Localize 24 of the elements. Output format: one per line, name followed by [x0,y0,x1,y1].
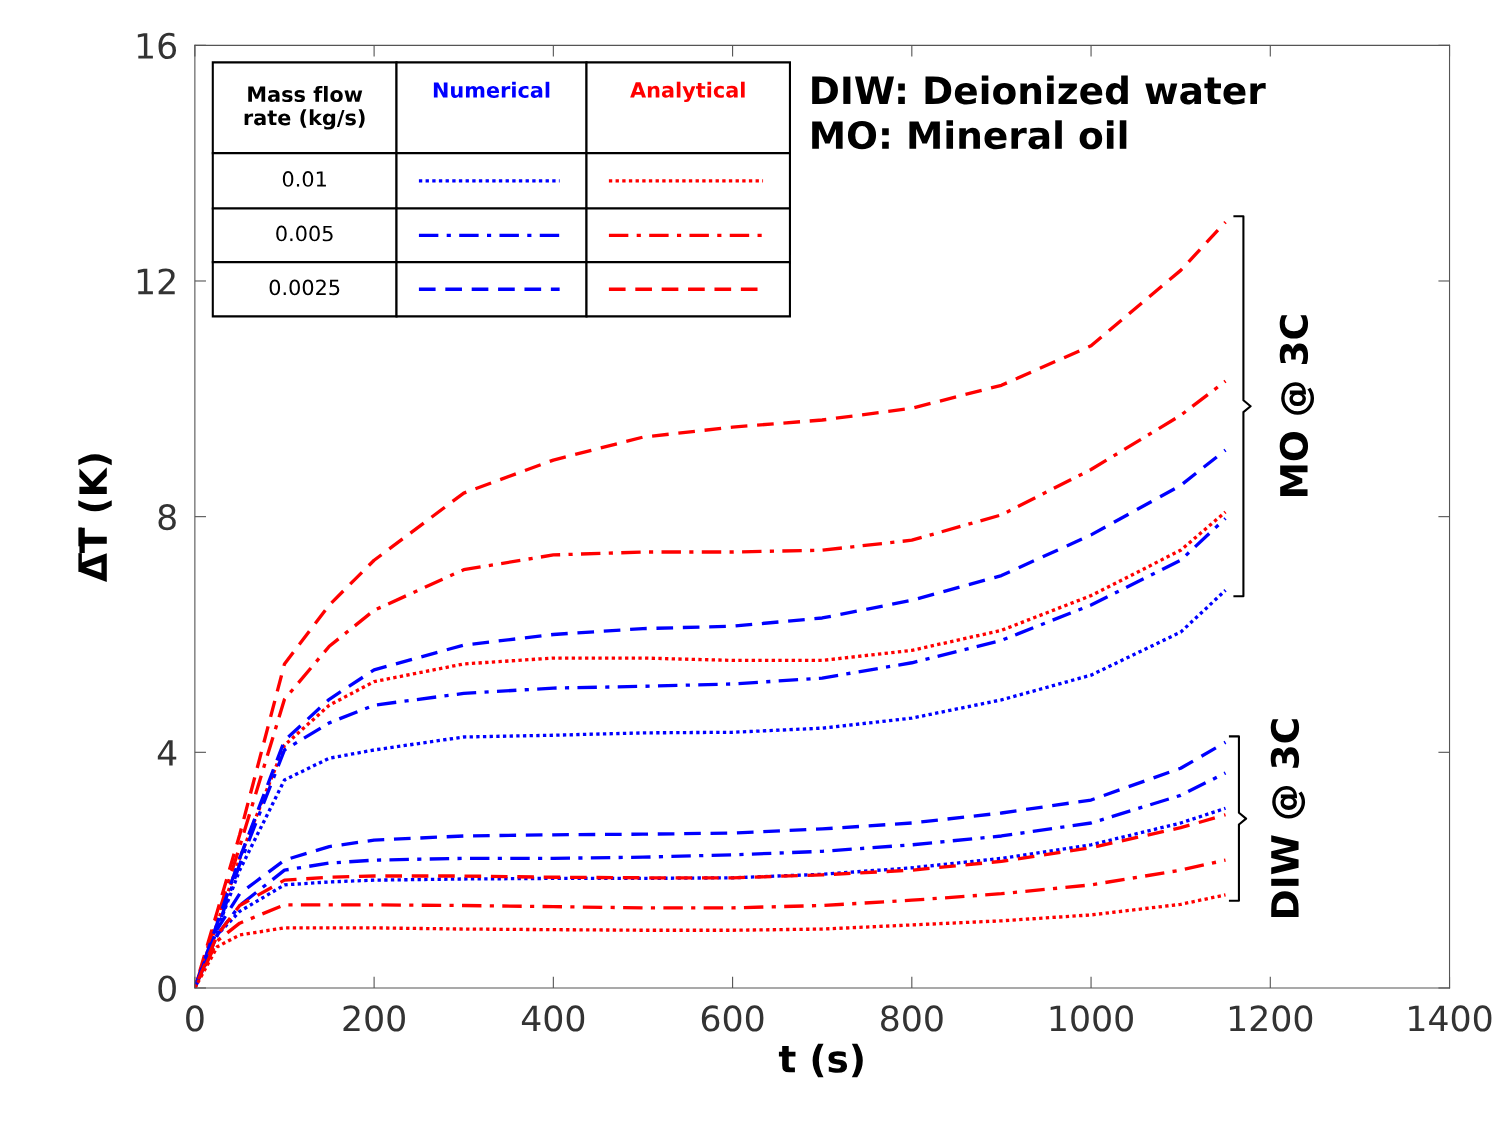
annotation: 0.005 [276,225,333,242]
annotation: MO @ 3C [1279,315,1315,496]
y-tick-label: 12 [137,268,175,295]
x-tick-label: 1400 [1409,1005,1492,1032]
x-tick-label: 600 [701,1005,764,1032]
y-tick-label: 8 [158,504,176,531]
annotation: 0.01 [282,171,326,187]
y-tick-label: 0 [158,975,176,1002]
x-tick-label: 1000 [1050,1005,1133,1032]
annotation: DIW @ 3C [1270,719,1306,917]
x-tick-label: 400 [521,1005,585,1032]
x-tick-label: 0 [186,1005,204,1032]
x-axis-title: t (s) [778,1043,863,1078]
y-tick-label: 16 [137,32,177,60]
annotation: 0.0025 [269,279,340,296]
annotation: Analytical [630,81,745,103]
annotation: DIW: Deionized water MO: Mineral oil [812,75,1266,150]
y-axis-title: Δ̅T̅ (K) [78,454,112,582]
y-tick-label: 4 [157,740,177,766]
x-tick-label: 800 [881,1005,943,1032]
x-tick-label: 200 [343,1005,405,1032]
annotation: Mass flow rate (kg/s) [244,85,365,130]
x-tick-label: 1200 [1229,1005,1313,1032]
annotation: Numerical [433,81,550,98]
